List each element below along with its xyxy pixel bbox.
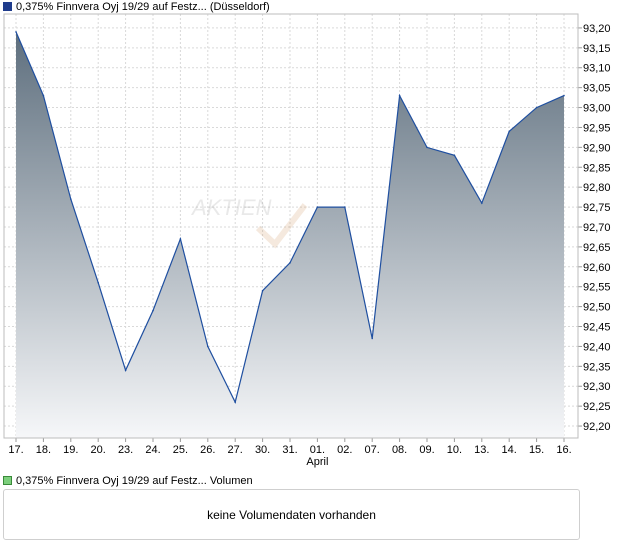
volume-empty-message: keine Volumendaten vorhanden xyxy=(207,508,376,522)
y-tick-label: 92,70 xyxy=(583,222,611,234)
y-tick-label: 92,40 xyxy=(583,341,611,353)
x-tick-label: 19. xyxy=(63,444,78,456)
y-tick-label: 93,15 xyxy=(583,43,611,55)
y-tick-label: 93,10 xyxy=(583,63,611,75)
y-axis: 93,20 93,15 93,10 93,05 93,00 92,95 92,90 92,85… xyxy=(583,23,611,433)
price-point xyxy=(234,401,236,403)
x-tick-label: 18. xyxy=(36,444,51,456)
x-tick-label: 31. xyxy=(282,444,297,456)
watermark-text: AKTIEN xyxy=(190,195,272,220)
price-point xyxy=(42,94,45,97)
price-point xyxy=(289,262,291,264)
x-tick-label: 17. xyxy=(8,444,23,456)
price-point xyxy=(261,289,264,292)
price-point xyxy=(563,94,565,97)
volume-legend-label: 0,375% Finnvera Oyj 19/29 auf Festz... V… xyxy=(16,475,253,487)
price-legend: 0,375% Finnvera Oyj 19/29 auf Festz... (… xyxy=(3,1,270,13)
volume-legend-swatch xyxy=(3,476,12,485)
price-point xyxy=(316,206,319,208)
x-tick-label: 10. xyxy=(447,444,462,456)
x-tick-label: 26. xyxy=(200,444,215,456)
plot-frame xyxy=(3,13,579,439)
y-tick-label: 92,45 xyxy=(583,322,611,334)
price-point xyxy=(124,369,127,372)
x-tick-label: 27. xyxy=(228,444,243,456)
y-tick-label: 92,80 xyxy=(583,182,611,194)
y-tick-label: 92,20 xyxy=(583,421,611,433)
x-month-label: April xyxy=(306,456,328,468)
price-point xyxy=(371,337,374,340)
volume-panel: keine Volumendaten vorhanden xyxy=(3,489,580,540)
area-layer xyxy=(15,31,565,439)
y-tick-label: 92,30 xyxy=(583,381,611,393)
price-legend-label: 0,375% Finnvera Oyj 19/29 auf Festz... (… xyxy=(16,1,270,13)
x-tick-label: 02. xyxy=(337,444,352,456)
y-tick-label: 92,60 xyxy=(583,262,611,274)
x-tick-label: 14. xyxy=(502,444,517,456)
price-point xyxy=(207,345,209,348)
price-point xyxy=(70,198,72,200)
y-tick-label: 92,75 xyxy=(583,202,611,214)
y-tick-label: 92,50 xyxy=(583,302,611,314)
price-point xyxy=(535,106,538,109)
price-point xyxy=(179,238,182,240)
price-legend-swatch xyxy=(3,2,12,11)
x-tick-label: 25. xyxy=(173,444,188,456)
x-tick-label: 15. xyxy=(529,444,544,456)
price-point xyxy=(453,154,456,157)
price-point xyxy=(97,281,99,284)
price-point xyxy=(508,130,511,133)
x-tick-label: 30. xyxy=(255,444,270,456)
y-tick-label: 92,65 xyxy=(583,242,611,254)
axis-layer xyxy=(3,13,582,442)
x-tick-label: 09. xyxy=(419,444,434,456)
x-tick-label: 23. xyxy=(118,444,133,456)
x-tick-label: 16. xyxy=(556,444,571,456)
price-point xyxy=(426,146,428,149)
y-tick-label: 93,05 xyxy=(583,83,611,95)
y-tick-label: 93,20 xyxy=(583,23,611,35)
y-tick-label: 92,35 xyxy=(583,361,611,373)
x-tick-label: 01. xyxy=(310,444,325,456)
price-point xyxy=(15,31,17,33)
y-tick-label: 92,55 xyxy=(583,282,611,294)
price-point xyxy=(344,206,346,208)
price-chart: AKTIEN 93,20 93,15 93,10 93,05 93,00 92,95 92,… xyxy=(3,13,611,468)
y-tick-label: 92,25 xyxy=(583,401,611,413)
y-tick-label: 92,90 xyxy=(583,142,611,154)
price-area-fill xyxy=(16,31,564,439)
x-axis: 17. 18. 19. 20. 23. 24. 25. 26. 27. 30. 31. 01. 02. 0… xyxy=(8,444,571,468)
x-tick-label: 20. xyxy=(91,444,106,456)
volume-legend: 0,375% Finnvera Oyj 19/29 auf Festz... V… xyxy=(3,475,253,487)
x-tick-label: 07. xyxy=(365,444,380,456)
price-point xyxy=(481,202,483,204)
watermark: AKTIEN xyxy=(190,195,308,249)
y-tick-label: 92,95 xyxy=(583,122,611,134)
price-point xyxy=(152,309,154,312)
x-tick-label: 13. xyxy=(474,444,489,456)
y-tick-label: 93,00 xyxy=(583,103,611,115)
y-tick-label: 92,85 xyxy=(583,162,611,174)
price-point xyxy=(398,94,401,97)
x-tick-label: 08. xyxy=(392,444,407,456)
x-tick-label: 24. xyxy=(145,444,160,456)
